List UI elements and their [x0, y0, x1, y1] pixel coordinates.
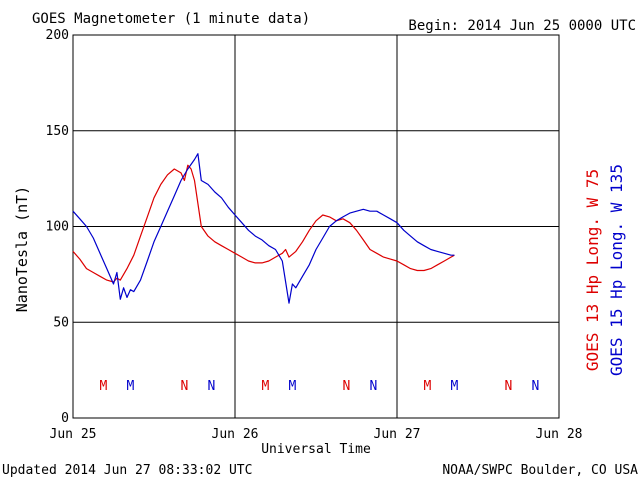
x-axis-ticks: Jun 25 Jun 26 Jun 27 Jun 28: [50, 427, 583, 442]
series-line-goes15: [72, 153, 455, 304]
midnight-marker: M: [288, 379, 296, 394]
midnight-marker: M: [99, 379, 107, 394]
plot-frame: [72, 34, 560, 419]
y-tick-label: 150: [46, 124, 69, 139]
noon-marker: N: [207, 379, 215, 394]
y-tick-label: 50: [53, 315, 69, 330]
y-axis-label: NanoTesla (nT): [13, 186, 31, 312]
y-tick-label: 0: [61, 411, 69, 426]
x-tick-label: Jun 25: [50, 427, 97, 442]
plot-grid: [73, 35, 559, 418]
x-tick-label: Jun 27: [374, 427, 421, 442]
series-line-goes13: [72, 164, 455, 283]
x-tick-label: Jun 26: [212, 427, 259, 442]
x-axis-label: Universal Time: [261, 442, 371, 457]
y-tick-label: 100: [46, 220, 69, 235]
credit-text: NOAA/SWPC Boulder, CO USA: [442, 463, 638, 478]
begin-time: Begin: 2014 Jun 25 0000 UTC: [408, 18, 636, 34]
midnight-marker: M: [423, 379, 431, 394]
noon-marker: N: [504, 379, 512, 394]
legend-goes15: GOES 15 Hp Long. W 135: [607, 164, 626, 376]
noon-marker: N: [369, 379, 377, 394]
midnight-marker: M: [450, 379, 458, 394]
noon-marker: N: [180, 379, 188, 394]
midnight-marker: M: [261, 379, 269, 394]
legend-goes13: GOES 13 Hp Long. W 75: [583, 169, 602, 371]
updated-timestamp: Updated 2014 Jun 27 08:33:02 UTC: [2, 463, 252, 478]
series-lines: [72, 153, 455, 304]
midnight-marker: M: [126, 379, 134, 394]
noon-marker: N: [342, 379, 350, 394]
x-tick-label: Jun 28: [536, 427, 583, 442]
noon-marker: N: [531, 379, 539, 394]
y-axis-ticks: 0 50 100 150 200: [46, 28, 69, 426]
chart-title: GOES Magnetometer (1 minute data): [32, 11, 310, 27]
y-tick-label: 200: [46, 28, 69, 43]
